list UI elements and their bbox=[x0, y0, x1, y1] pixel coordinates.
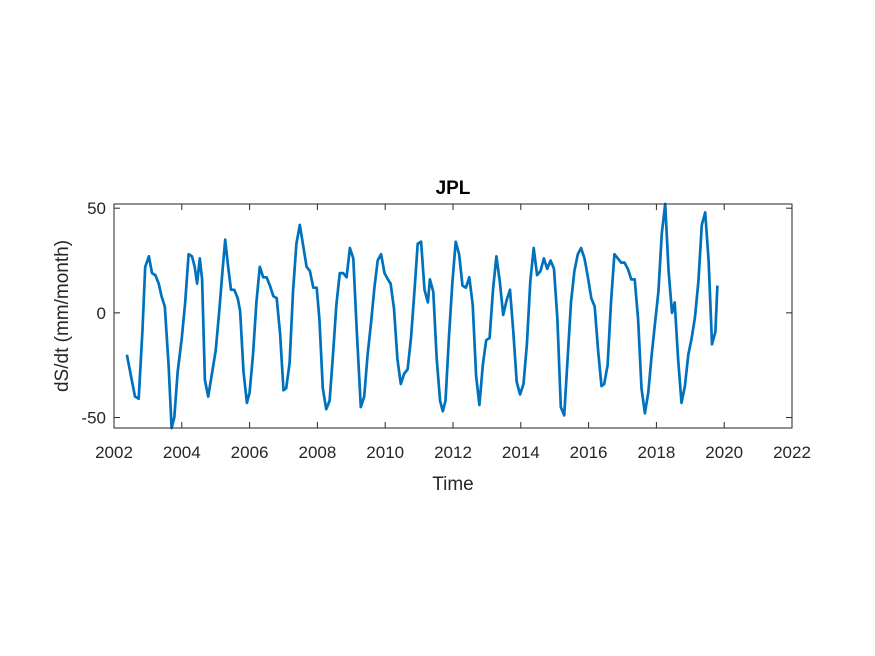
y-axis: -50 0 50 bbox=[81, 199, 792, 428]
x-axis-label: Time bbox=[432, 474, 474, 495]
x-tick-label: 2018 bbox=[637, 443, 675, 462]
x-tick-label: 2012 bbox=[434, 443, 472, 462]
x-tick-label: 2004 bbox=[163, 443, 201, 462]
x-tick-label: 2022 bbox=[773, 443, 811, 462]
x-tick-label: 2014 bbox=[502, 443, 540, 462]
plot-frame bbox=[113, 203, 793, 429]
x-tick-label: 2016 bbox=[570, 443, 608, 462]
x-tick-label: 2020 bbox=[705, 443, 743, 462]
y-tick-label: 0 bbox=[97, 304, 106, 323]
series-layer bbox=[125, 202, 719, 430]
y-tick-label: 50 bbox=[87, 199, 106, 218]
x-tick-label: 2008 bbox=[298, 443, 336, 462]
y-axis-label: dS/dt (mm/month) bbox=[52, 240, 73, 392]
chart-title: JPL bbox=[436, 178, 471, 199]
series-line-segment bbox=[125, 202, 719, 430]
x-tick-label: 2002 bbox=[95, 443, 133, 462]
x-tick-label: 2006 bbox=[231, 443, 269, 462]
x-tick-label: 2010 bbox=[366, 443, 404, 462]
x-axis: 2002 2004 2006 2008 2010 2012 2014 2016 2018 2020… bbox=[95, 204, 811, 462]
y-tick-label: -50 bbox=[81, 409, 106, 428]
